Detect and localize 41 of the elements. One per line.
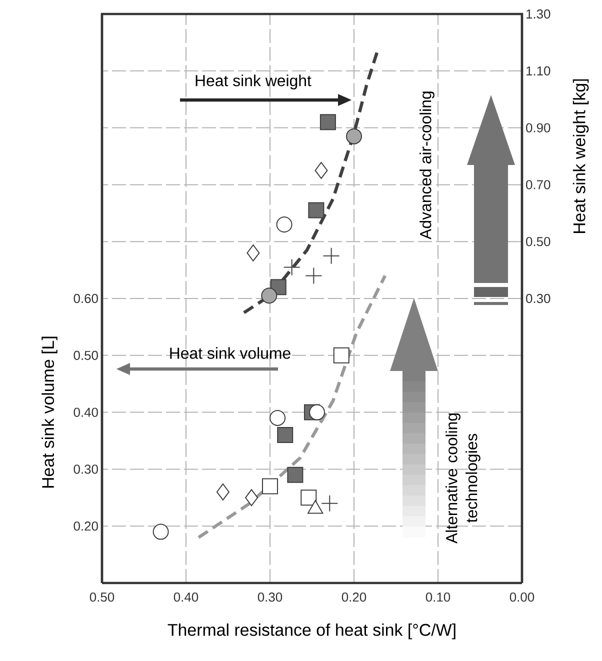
point xyxy=(262,478,278,494)
x-axis-title: Thermal resistance of heat sink [°C/W] xyxy=(168,623,456,640)
point xyxy=(346,128,362,144)
annotation: Advanced air-cooling xyxy=(420,92,434,240)
point xyxy=(305,267,322,284)
point xyxy=(308,202,324,218)
point xyxy=(333,347,350,364)
y2-axis-title: Heat sink weight [kg] xyxy=(572,79,589,233)
y2-tick-label: 0.50 xyxy=(526,237,550,246)
point xyxy=(287,466,304,483)
y2-tick-label: 0.30 xyxy=(526,294,550,304)
point xyxy=(322,247,340,264)
y-tick-label: 0.20 xyxy=(74,522,98,531)
point xyxy=(216,483,230,500)
x-tick-label: 0.20 xyxy=(342,592,366,602)
y-tick-label: 0.50 xyxy=(74,350,98,360)
x-tick-label: 0.30 xyxy=(258,592,282,602)
y2-tick-label: 1.30 xyxy=(526,9,550,19)
point xyxy=(261,288,278,304)
y2-tick-label: 0.90 xyxy=(526,123,550,132)
point xyxy=(321,494,338,512)
y-axis-title: Heat sink volume [L] xyxy=(42,336,58,488)
y2-tick-label: 0.70 xyxy=(526,180,550,190)
x-tick-label: 0.00 xyxy=(510,592,534,602)
x-tick-label: 0.40 xyxy=(174,592,198,602)
y2-tick-label: 1.10 xyxy=(526,66,550,76)
point xyxy=(246,244,260,262)
point xyxy=(245,489,258,506)
x-tick-label: 0.50 xyxy=(90,592,114,602)
point xyxy=(309,404,326,420)
x-tick-label: 0.10 xyxy=(426,592,450,602)
y-tick-label: 0.30 xyxy=(74,464,98,474)
y-tick-label: 0.40 xyxy=(74,408,98,417)
point xyxy=(277,427,294,444)
annotation: Heat sink volume xyxy=(170,347,290,359)
annotation: Alternative cooling technologies xyxy=(446,413,480,544)
annotation: Heat sink weight xyxy=(196,74,312,90)
point xyxy=(314,162,328,179)
point xyxy=(283,258,300,276)
y-tick-label: 0.60 xyxy=(74,294,98,304)
point xyxy=(320,114,336,130)
